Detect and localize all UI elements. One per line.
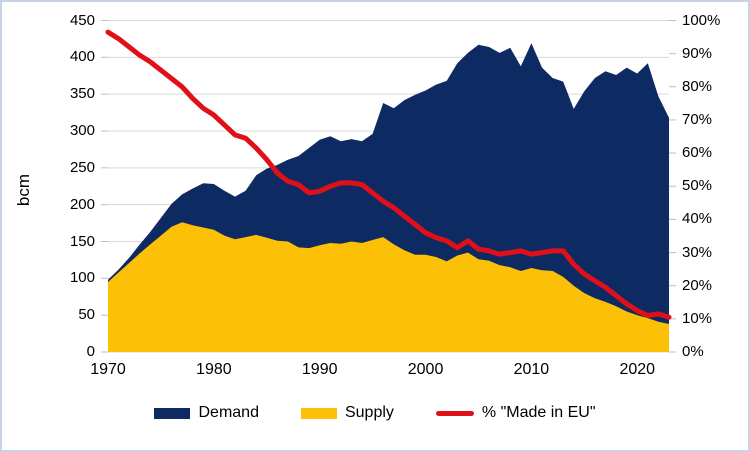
y-right-tick-label: 70% (682, 110, 713, 128)
x-tick-label: 2010 (513, 361, 550, 378)
legend-label-demand: Demand (198, 404, 259, 421)
y-right-tick-label: 100% (682, 11, 721, 29)
x-tick-label: 2020 (619, 361, 656, 378)
supply-area (108, 222, 669, 352)
y-left-tick-label: 300 (69, 122, 95, 139)
legend-item-made-in-eu: % "Made in EU" (435, 404, 596, 422)
x-tick-label: 1970 (90, 361, 126, 378)
y-right-tick-label: 60% (682, 144, 713, 162)
y-right-tick-label: 40% (682, 210, 713, 228)
y-left-tick-label: 250 (69, 158, 95, 176)
supply-swatch-icon (300, 407, 337, 419)
legend-label-made-in-eu: % "Made in EU" (481, 404, 596, 421)
y-left-tick-label: 150 (69, 232, 95, 250)
y-left-tick-label: 450 (69, 11, 95, 29)
x-tick-label: 1990 (301, 361, 338, 378)
y-right-tick-label: 80% (682, 77, 713, 95)
y-left-tick-label: 350 (69, 85, 95, 103)
y-left-tick-label: 100 (69, 269, 95, 287)
legend-label-supply: Supply (344, 404, 394, 421)
y-right-tick-label: 0% (682, 343, 704, 360)
y-right-tick-label: 10% (682, 309, 713, 327)
y-left-tick-label: 50 (78, 306, 95, 324)
y-right-tick-label: 90% (682, 44, 713, 62)
legend: Demand Supply % "Made in EU" (0, 404, 750, 422)
y-right-tick-label: 20% (682, 276, 713, 294)
y-left-tick-label: 400 (69, 48, 95, 66)
demand-swatch-icon (154, 407, 191, 419)
x-tick-label: 2000 (407, 361, 444, 378)
made-in-eu-line-swatch-icon (435, 410, 474, 416)
y-axis-title: bcm (14, 173, 34, 207)
y-left-tick-label: 200 (69, 195, 95, 213)
y-right-tick-label: 50% (682, 177, 713, 195)
legend-item-demand: Demand (154, 404, 259, 422)
y-left-tick-label: 0 (86, 343, 95, 360)
x-tick-label: 1980 (196, 361, 232, 378)
y-right-tick-label: 30% (682, 243, 713, 261)
legend-item-supply: Supply (300, 404, 394, 422)
made-in-eu-line (105, 29, 672, 320)
